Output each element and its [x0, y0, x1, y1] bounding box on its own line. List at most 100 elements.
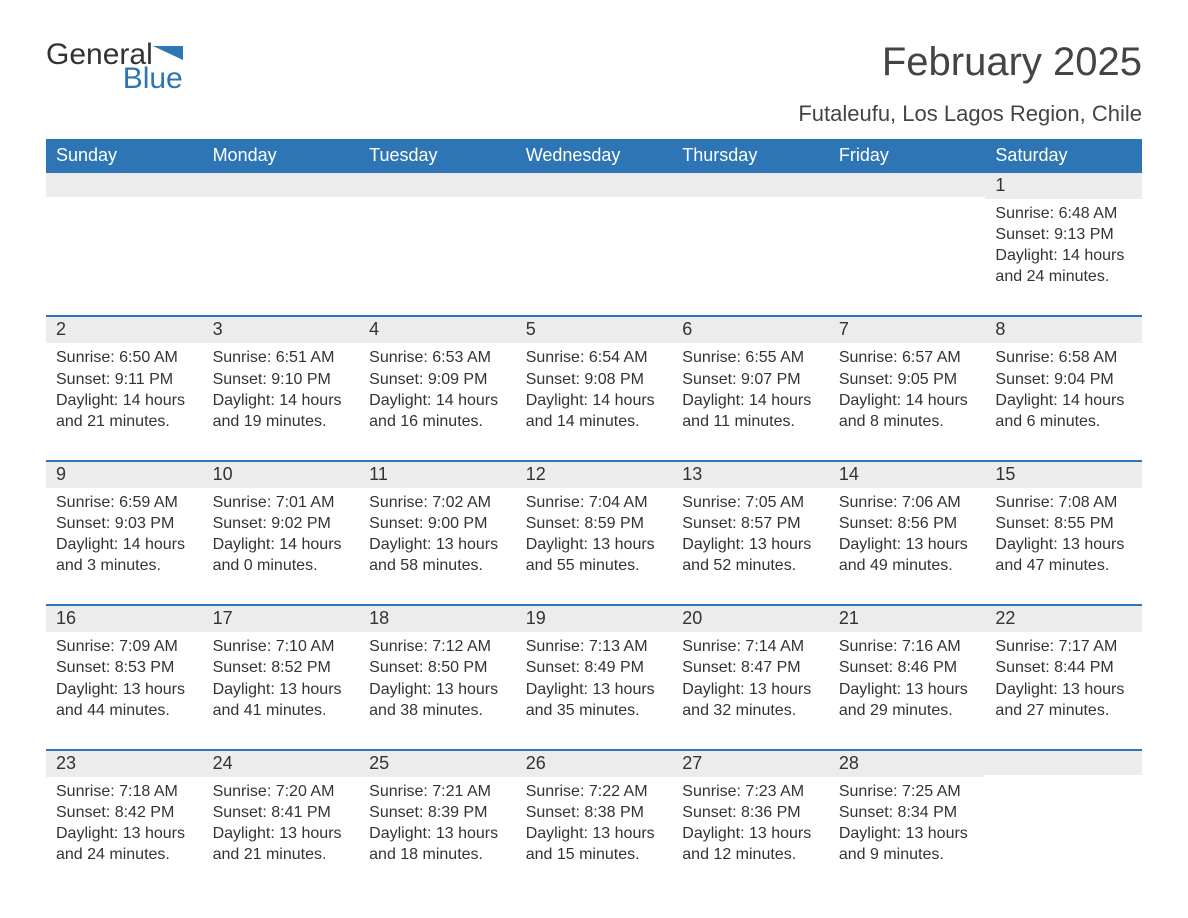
location-label: Futaleufu, Los Lagos Region, Chile — [798, 101, 1142, 127]
page-header: General Blue February 2025 Futaleufu, Lo… — [46, 40, 1142, 127]
day-cell: 2Sunrise: 6:50 AMSunset: 9:11 PMDaylight… — [46, 317, 203, 435]
calendar: Sunday Monday Tuesday Wednesday Thursday… — [46, 139, 1142, 869]
day-cell: 15Sunrise: 7:08 AMSunset: 8:55 PMDayligh… — [985, 462, 1142, 580]
daylight-label: Daylight: 14 hours and 6 minutes. — [995, 390, 1132, 432]
sunrise-label: Sunrise: 6:51 AM — [213, 347, 350, 368]
day-cell: 17Sunrise: 7:10 AMSunset: 8:52 PMDayligh… — [203, 606, 360, 724]
brand-text: General Blue — [46, 40, 183, 94]
day-details: Sunrise: 7:13 AMSunset: 8:49 PMDaylight:… — [526, 636, 663, 720]
sunrise-label: Sunrise: 6:53 AM — [369, 347, 506, 368]
day-cell — [203, 173, 360, 291]
day-details: Sunrise: 6:58 AMSunset: 9:04 PMDaylight:… — [995, 347, 1132, 431]
day-number: 13 — [672, 462, 829, 488]
daylight-label: Daylight: 13 hours and 21 minutes. — [213, 823, 350, 865]
day-details: Sunrise: 6:57 AMSunset: 9:05 PMDaylight:… — [839, 347, 976, 431]
sunrise-label: Sunrise: 6:50 AM — [56, 347, 193, 368]
day-number: 5 — [516, 317, 673, 343]
sunset-label: Sunset: 9:11 PM — [56, 369, 193, 390]
day-number: 26 — [516, 751, 673, 777]
week-row: 16Sunrise: 7:09 AMSunset: 8:53 PMDayligh… — [46, 604, 1142, 724]
sunset-label: Sunset: 8:39 PM — [369, 802, 506, 823]
daylight-label: Daylight: 13 hours and 18 minutes. — [369, 823, 506, 865]
day-details: Sunrise: 7:22 AMSunset: 8:38 PMDaylight:… — [526, 781, 663, 865]
day-details: Sunrise: 7:23 AMSunset: 8:36 PMDaylight:… — [682, 781, 819, 865]
flag-icon — [153, 46, 183, 68]
daylight-label: Daylight: 13 hours and 58 minutes. — [369, 534, 506, 576]
sunset-label: Sunset: 8:52 PM — [213, 657, 350, 678]
day-cell: 12Sunrise: 7:04 AMSunset: 8:59 PMDayligh… — [516, 462, 673, 580]
day-details: Sunrise: 7:25 AMSunset: 8:34 PMDaylight:… — [839, 781, 976, 865]
sunset-label: Sunset: 8:57 PM — [682, 513, 819, 534]
day-number: 25 — [359, 751, 516, 777]
sunset-label: Sunset: 8:42 PM — [56, 802, 193, 823]
sunrise-label: Sunrise: 7:16 AM — [839, 636, 976, 657]
day-number: 17 — [203, 606, 360, 632]
daylight-label: Daylight: 13 hours and 55 minutes. — [526, 534, 663, 576]
weekday-tuesday: Tuesday — [359, 139, 516, 173]
day-details: Sunrise: 7:08 AMSunset: 8:55 PMDaylight:… — [995, 492, 1132, 576]
sunset-label: Sunset: 8:36 PM — [682, 802, 819, 823]
daylight-label: Daylight: 13 hours and 27 minutes. — [995, 679, 1132, 721]
sunset-label: Sunset: 9:08 PM — [526, 369, 663, 390]
day-details: Sunrise: 7:16 AMSunset: 8:46 PMDaylight:… — [839, 636, 976, 720]
sunset-label: Sunset: 8:41 PM — [213, 802, 350, 823]
day-number: 1 — [985, 173, 1142, 199]
day-cell — [359, 173, 516, 291]
day-number — [516, 173, 673, 197]
day-number — [203, 173, 360, 197]
daylight-label: Daylight: 13 hours and 9 minutes. — [839, 823, 976, 865]
sunset-label: Sunset: 8:50 PM — [369, 657, 506, 678]
day-number: 7 — [829, 317, 986, 343]
day-number: 28 — [829, 751, 986, 777]
weekday-thursday: Thursday — [672, 139, 829, 173]
day-number: 21 — [829, 606, 986, 632]
sunrise-label: Sunrise: 6:59 AM — [56, 492, 193, 513]
day-cell — [829, 173, 986, 291]
sunrise-label: Sunrise: 6:57 AM — [839, 347, 976, 368]
sunrise-label: Sunrise: 7:05 AM — [682, 492, 819, 513]
day-details: Sunrise: 7:18 AMSunset: 8:42 PMDaylight:… — [56, 781, 193, 865]
sunset-label: Sunset: 8:59 PM — [526, 513, 663, 534]
daylight-label: Daylight: 13 hours and 41 minutes. — [213, 679, 350, 721]
day-number — [359, 173, 516, 197]
daylight-label: Daylight: 14 hours and 19 minutes. — [213, 390, 350, 432]
weekday-friday: Friday — [829, 139, 986, 173]
sunset-label: Sunset: 8:46 PM — [839, 657, 976, 678]
day-details: Sunrise: 6:51 AMSunset: 9:10 PMDaylight:… — [213, 347, 350, 431]
title-block: February 2025 Futaleufu, Los Lagos Regio… — [798, 40, 1142, 127]
sunset-label: Sunset: 9:13 PM — [995, 224, 1132, 245]
sunset-label: Sunset: 9:09 PM — [369, 369, 506, 390]
day-cell: 28 Sunrise: 7:25 AMSunset: 8:34 PMDayligh… — [829, 751, 986, 869]
day-number: 16 — [46, 606, 203, 632]
day-cell: 19Sunrise: 7:13 AMSunset: 8:49 PMDayligh… — [516, 606, 673, 724]
daylight-label: Daylight: 14 hours and 14 minutes. — [526, 390, 663, 432]
day-details: Sunrise: 6:50 AMSunset: 9:11 PMDaylight:… — [56, 347, 193, 431]
day-details: Sunrise: 6:48 AMSunset: 9:13 PMDaylight:… — [995, 203, 1132, 287]
sunrise-label: Sunrise: 7:21 AM — [369, 781, 506, 802]
day-cell: 21 Sunrise: 7:16 AMSunset: 8:46 PMDayligh… — [829, 606, 986, 724]
weekday-wednesday: Wednesday — [516, 139, 673, 173]
day-details: Sunrise: 7:05 AMSunset: 8:57 PMDaylight:… — [682, 492, 819, 576]
weekday-header-row: Sunday Monday Tuesday Wednesday Thursday… — [46, 139, 1142, 173]
sunrise-label: Sunrise: 6:58 AM — [995, 347, 1132, 368]
daylight-label: Daylight: 13 hours and 32 minutes. — [682, 679, 819, 721]
sunset-label: Sunset: 9:04 PM — [995, 369, 1132, 390]
sunset-label: Sunset: 9:05 PM — [839, 369, 976, 390]
sunrise-label: Sunrise: 7:22 AM — [526, 781, 663, 802]
daylight-label: Daylight: 13 hours and 38 minutes. — [369, 679, 506, 721]
day-cell: 8Sunrise: 6:58 AMSunset: 9:04 PMDaylight… — [985, 317, 1142, 435]
sunrise-label: Sunrise: 7:17 AM — [995, 636, 1132, 657]
day-cell: 27 Sunrise: 7:23 AMSunset: 8:36 PMDayligh… — [672, 751, 829, 869]
sunrise-label: Sunrise: 7:06 AM — [839, 492, 976, 513]
sunrise-label: Sunrise: 6:54 AM — [526, 347, 663, 368]
day-number: 18 — [359, 606, 516, 632]
day-details: Sunrise: 7:12 AMSunset: 8:50 PMDaylight:… — [369, 636, 506, 720]
daylight-label: Daylight: 13 hours and 44 minutes. — [56, 679, 193, 721]
brand-logo: General Blue — [46, 40, 183, 94]
day-cell — [516, 173, 673, 291]
day-details: Sunrise: 7:06 AMSunset: 8:56 PMDaylight:… — [839, 492, 976, 576]
week-row: 1 Sunrise: 6:48 AMSunset: 9:13 PMDaylight… — [46, 173, 1142, 291]
day-number — [985, 751, 1142, 775]
day-details: Sunrise: 6:54 AMSunset: 9:08 PMDaylight:… — [526, 347, 663, 431]
day-number: 27 — [672, 751, 829, 777]
